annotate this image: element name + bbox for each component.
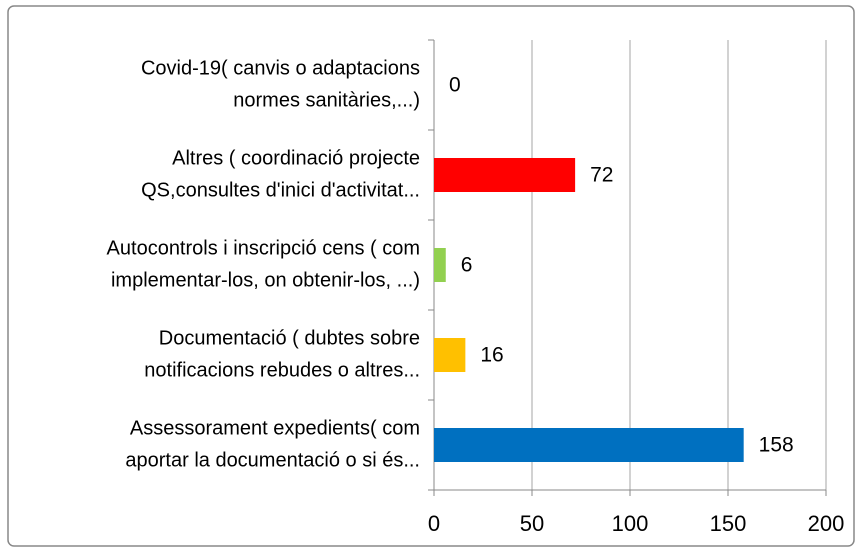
y-tick-label: Documentació ( dubtes sobre [159,327,420,349]
x-tick-label: 200 [808,511,845,536]
y-tick-label: Assessorament expedients( com [130,417,420,439]
y-tick-label: implementar-los, on obtenir-los, ...) [111,269,420,291]
x-tick-label: 50 [520,511,544,536]
value-label: 158 [759,434,794,457]
y-tick-label: Covid-19( canvis o adaptacions [141,57,420,79]
bar [434,338,466,372]
value-label: 0 [449,74,461,97]
y-tick-label: Autocontrols i inscripció cens ( com [107,237,420,259]
value-label: 16 [480,344,503,367]
x-tick-label: 0 [428,511,440,536]
bar [434,158,576,192]
y-tick-label: notificacions rebudes o altres... [144,359,420,381]
bar [434,428,744,462]
y-tick-label: normes sanitàries,...) [233,89,420,111]
bar [434,248,446,282]
y-tick-label: QS,consultes d'inici d'activitat... [141,179,420,201]
value-label: 6 [461,254,473,277]
chart-border [7,5,855,547]
value-label: 72 [590,164,613,187]
x-tick-label: 150 [710,511,747,536]
x-tick-label: 100 [612,511,649,536]
y-tick-label: Altres ( coordinació projecte [172,147,420,169]
y-tick-label: aportar la documentació o si és... [125,449,420,471]
